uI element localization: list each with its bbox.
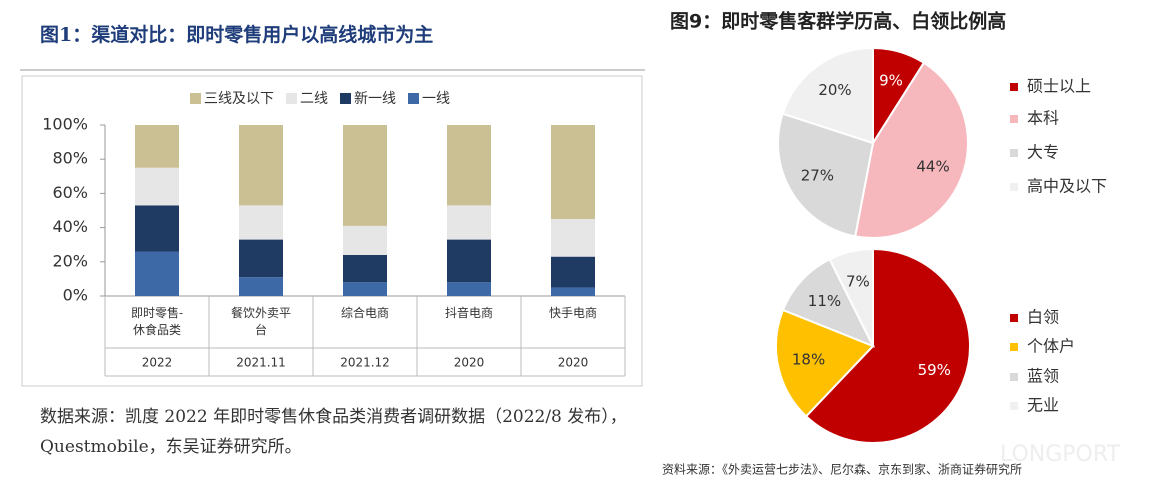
bar-segment bbox=[447, 125, 491, 206]
y-tick-label: 40% bbox=[52, 217, 88, 236]
slice-label: 9% bbox=[879, 71, 903, 89]
bar-segment bbox=[447, 282, 491, 296]
x-tick-label: 综合电商 bbox=[340, 306, 389, 320]
slice-label: 7% bbox=[846, 272, 870, 290]
slice-label: 59% bbox=[918, 361, 951, 379]
x-tick-label: 即时零售-休食品类 bbox=[130, 306, 184, 337]
legend-label: 二线 bbox=[300, 91, 328, 107]
bar-segment bbox=[343, 282, 387, 296]
pie-slice bbox=[781, 257, 876, 348]
legend-swatch bbox=[408, 93, 419, 104]
legend-label: 硕士以上 bbox=[1027, 77, 1091, 96]
source-note: 数据来源：凯度 2022 年即时零售休食品类消费者调研数据（2022/8 发布）… bbox=[40, 407, 627, 457]
bar-segment bbox=[239, 205, 283, 240]
pie-slice bbox=[828, 247, 874, 347]
legend-swatch bbox=[1010, 115, 1018, 123]
legend-label: 蓝领 bbox=[1027, 367, 1059, 386]
period-label: 2022 bbox=[142, 356, 173, 370]
legend-label: 新一线 bbox=[354, 91, 396, 107]
legend-label: 无业 bbox=[1027, 396, 1059, 415]
bar-segment bbox=[135, 251, 179, 296]
bar-segment bbox=[135, 205, 179, 252]
bar-segment bbox=[447, 205, 491, 240]
pie-slice bbox=[781, 46, 874, 145]
period-label: 2021.11 bbox=[236, 356, 286, 370]
y-tick-label: 20% bbox=[52, 251, 88, 270]
bar-segment bbox=[135, 125, 179, 168]
bar-segment bbox=[239, 277, 283, 296]
bar-segment bbox=[239, 125, 283, 206]
bar-segment bbox=[343, 125, 387, 226]
legend-swatch bbox=[340, 93, 351, 104]
watermark: LONGPORT bbox=[1000, 442, 1121, 467]
bar-segment bbox=[343, 225, 387, 255]
period-label: 2020 bbox=[454, 356, 485, 370]
pie-slice bbox=[777, 112, 875, 238]
source-note: 资料来源：《外卖运营七步法》、尼尔森、京东到家、浙商证券研究所 bbox=[662, 462, 1022, 477]
period-label: 2021.12 bbox=[340, 356, 390, 370]
y-tick-label: 80% bbox=[52, 149, 88, 168]
y-tick-label: 100% bbox=[42, 115, 88, 134]
x-tick-label: 餐饮外卖平台 bbox=[230, 306, 291, 337]
pie-slice bbox=[804, 247, 971, 444]
slice-label: 20% bbox=[818, 81, 851, 99]
legend-label: 高中及以下 bbox=[1027, 177, 1107, 196]
slice-label: 44% bbox=[916, 157, 949, 175]
pie-slice bbox=[854, 61, 969, 239]
legend-swatch bbox=[1010, 314, 1018, 322]
bar-segment bbox=[239, 239, 283, 278]
legend-swatch bbox=[286, 93, 297, 104]
slice-label: 18% bbox=[792, 351, 825, 369]
legend-label: 大专 bbox=[1027, 143, 1059, 162]
right-title: 图9：即时零售客群学历高、白领比例高 bbox=[670, 10, 1006, 33]
chart-frame bbox=[21, 75, 643, 387]
legend-swatch bbox=[1010, 402, 1018, 410]
legend-label: 个体户 bbox=[1027, 337, 1075, 356]
legend-swatch bbox=[1010, 183, 1018, 191]
y-tick-label: 0% bbox=[63, 286, 88, 305]
bar-segment bbox=[135, 167, 179, 206]
legend-swatch bbox=[1010, 149, 1018, 157]
legend-label: 本科 bbox=[1027, 109, 1059, 128]
bar-segment bbox=[551, 256, 595, 288]
bar-segment bbox=[343, 254, 387, 283]
bar-segment bbox=[551, 287, 595, 296]
legend-swatch bbox=[1010, 343, 1018, 351]
x-tick-label: 快手电商 bbox=[548, 306, 597, 320]
bar-segment bbox=[551, 219, 595, 257]
bar-segment bbox=[551, 125, 595, 220]
slice-label: 27% bbox=[801, 166, 834, 184]
slice-label: 11% bbox=[808, 292, 841, 310]
legend-swatch bbox=[1010, 83, 1018, 91]
period-label: 2020 bbox=[558, 356, 589, 370]
bar-segment bbox=[447, 239, 491, 283]
legend-swatch bbox=[1010, 373, 1018, 381]
legend-label: 白领 bbox=[1027, 308, 1059, 327]
legend-label: 一线 bbox=[422, 91, 450, 107]
legend-label: 三线及以下 bbox=[204, 91, 274, 107]
legend-swatch bbox=[190, 93, 201, 104]
y-tick-label: 60% bbox=[52, 183, 88, 202]
x-tick-label: 抖音电商 bbox=[444, 306, 493, 320]
left-title: 图1：渠道对比：即时零售用户以高线城市为主 bbox=[40, 23, 433, 46]
